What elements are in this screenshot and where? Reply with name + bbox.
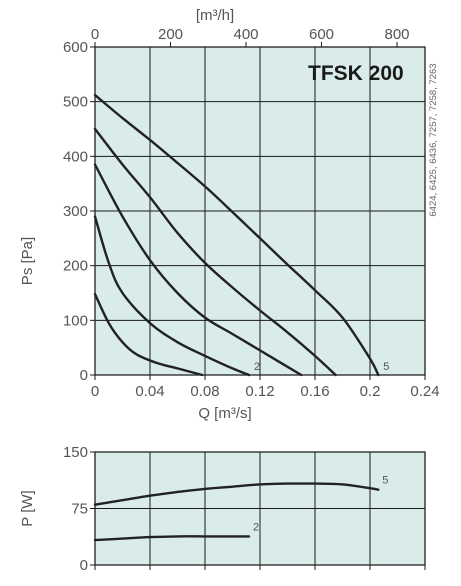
x-tick-label: 0 — [91, 383, 99, 400]
pressure-curve-label: 5 — [383, 361, 389, 373]
y-tick-label: 300 — [63, 203, 88, 220]
y-tick-label: 400 — [63, 148, 88, 165]
power-curve-label: 5 — [382, 475, 388, 487]
x-tick-label: 0.12 — [245, 383, 274, 400]
top-tick-label: 0 — [91, 26, 99, 43]
y-tick-label: 600 — [63, 39, 88, 56]
y-tick-label: 500 — [63, 94, 88, 111]
flow-top-tick-labels: 0 200 400 600 800 — [91, 26, 410, 47]
power-curve-label: 2 — [253, 521, 259, 533]
pressure-curve-1 — [93, 292, 204, 377]
top-tick-label: 600 — [309, 26, 334, 43]
pressure-curve-2 — [93, 215, 251, 377]
pressure-curves — [93, 93, 380, 377]
power-curves — [93, 482, 380, 542]
pressure-chart: 0 100 200 300 400 500 600 0 0.04 0.08 0.12 0.16 0.2… — [19, 7, 440, 422]
x-tick-label: 0.04 — [135, 383, 164, 400]
top-tick-label: 200 — [158, 26, 183, 43]
pressure-axis-label: Ps [Pa] — [19, 237, 36, 285]
model-title: TFSK 200 — [308, 62, 404, 85]
power-axis-label: P [W] — [19, 490, 36, 526]
flow-top-axis-label: [m³/h] — [196, 7, 234, 24]
y-tick-label: 75 — [71, 501, 88, 518]
x-tick-label: 0.16 — [300, 383, 329, 400]
y-tick-label: 150 — [63, 444, 88, 461]
pressure-curve-5 — [93, 93, 380, 377]
model-numbers-note: 6424, 6425, 6436, 7257, 7258, 7263 — [428, 63, 439, 216]
power-curve-labels: 52 — [253, 475, 388, 534]
y-tick-label: 0 — [80, 557, 88, 574]
x-tick-label: 0.24 — [410, 383, 439, 400]
power-curve-2 — [93, 535, 251, 542]
y-tick-label: 0 — [80, 367, 88, 384]
y-tick-label: 100 — [63, 312, 88, 329]
pressure-curve-label: 2 — [254, 361, 260, 373]
pressure-curve-3 — [93, 163, 303, 377]
pressure-curve-4 — [93, 127, 337, 377]
top-tick-label: 400 — [233, 26, 258, 43]
power-curve-5 — [93, 482, 380, 506]
x-tick-label: 0.2 — [360, 383, 381, 400]
pressure-y-tick-labels: 0 100 200 300 400 500 600 — [63, 39, 95, 384]
flow-x-tick-labels: 0 0.04 0.08 0.12 0.16 0.2 0.24 — [91, 375, 440, 400]
power-chart-grid — [94, 452, 426, 570]
x-tick-label: 0.08 — [190, 383, 219, 400]
pressure-chart-grid — [95, 47, 425, 375]
power-y-tick-labels: 0 75 150 — [63, 444, 95, 574]
y-tick-label: 200 — [63, 258, 88, 275]
flow-axis-label: Q [m³/s] — [198, 405, 251, 422]
top-tick-label: 800 — [384, 26, 409, 43]
